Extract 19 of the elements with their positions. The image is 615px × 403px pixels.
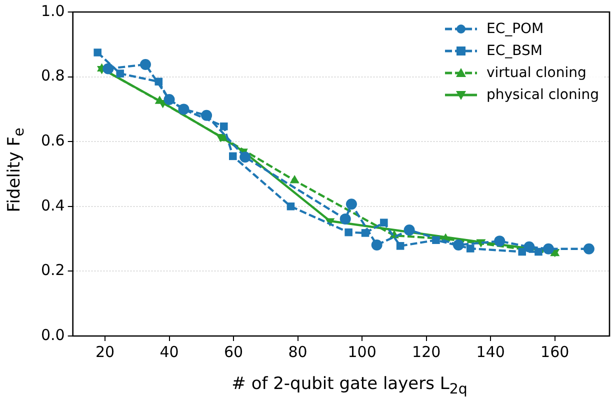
x-tick-label: 160 bbox=[540, 342, 570, 361]
y-tick-label: 0.4 bbox=[40, 196, 65, 214]
y-tick-label: 0.6 bbox=[40, 131, 65, 150]
y-tick-label: 0.8 bbox=[40, 66, 65, 85]
y-tick-label: 0.2 bbox=[40, 261, 65, 280]
y-tick-label: 1.0 bbox=[40, 2, 65, 20]
x-tick-label: 60 bbox=[224, 342, 244, 361]
x-tick-label: 120 bbox=[412, 342, 441, 361]
legend-label: virtual cloning bbox=[486, 64, 586, 83]
legend-label: EC_POM bbox=[486, 20, 544, 39]
x-tick-label: 20 bbox=[95, 342, 115, 361]
x-tick-label: 80 bbox=[288, 342, 308, 361]
x-tick-label: 40 bbox=[160, 342, 179, 361]
legend-label: physical cloning bbox=[486, 86, 599, 105]
x-tick-label: 140 bbox=[476, 342, 505, 361]
legend-label: EC_BSM bbox=[486, 42, 542, 61]
x-tick-label: 100 bbox=[348, 342, 376, 361]
y-tick-label: 0.0 bbox=[40, 326, 65, 344]
x-axis-title: # of 2-qubit gate layers L$_{2q}$ bbox=[230, 374, 468, 397]
